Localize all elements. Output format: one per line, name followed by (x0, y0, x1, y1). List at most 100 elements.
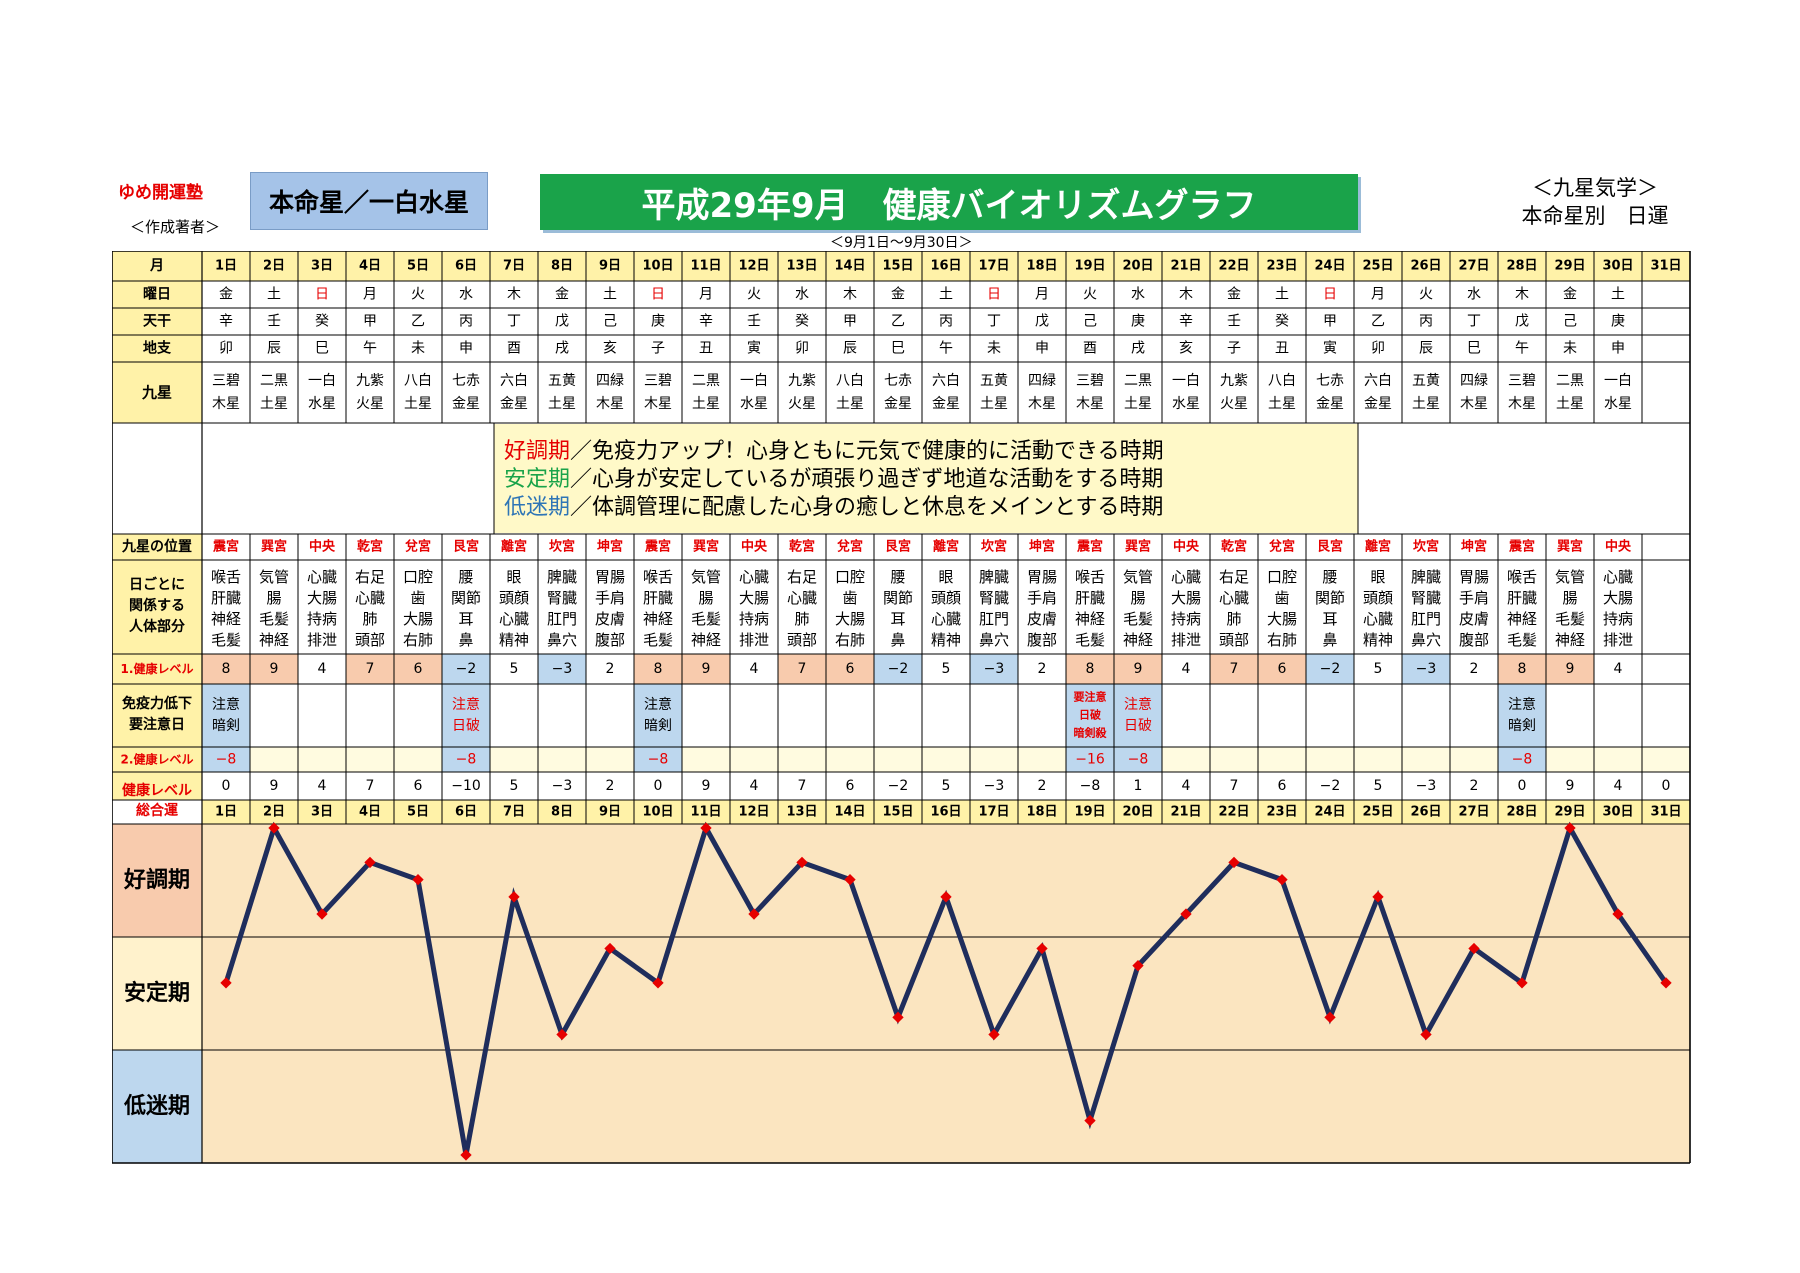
kyusei-cell: 木星 (596, 396, 624, 412)
body-part-cell: 鼻 (890, 631, 905, 649)
kan-cell: 丁 (507, 314, 521, 330)
kyusei-cell: 二黒 (1556, 373, 1584, 389)
data-point (1276, 873, 1288, 886)
row-label-bg (112, 362, 202, 423)
position-cell: 乾宮 (1221, 539, 1247, 555)
total-value: 0 (1518, 778, 1527, 794)
level2-cell-bg (442, 747, 490, 772)
day-footer-bg (202, 800, 1690, 824)
row-label-bg (112, 308, 202, 335)
position-cell: 震宮 (1508, 539, 1535, 555)
kyusei-cell: 水星 (308, 396, 336, 412)
body-part-cell: 右足 (787, 568, 817, 586)
body-part-cell: 右足 (1219, 568, 1249, 586)
body-part-cell: 腰 (1322, 568, 1337, 586)
position-cell: 離宮 (933, 539, 959, 555)
day-footer: 29日 (1554, 805, 1585, 820)
level1-cell-bg (250, 654, 298, 684)
shi-cell: 丑 (1275, 341, 1289, 357)
weekday-cell: 木 (1515, 287, 1529, 303)
shi-cell: 寅 (1323, 340, 1337, 357)
kyusei-cell: 六白 (500, 373, 528, 389)
weekday-cell: 土 (267, 287, 281, 303)
body-part-cell: 腸 (698, 589, 713, 607)
weekday-cell: 水 (795, 287, 809, 303)
level1-value: −2 (1320, 661, 1341, 677)
level1-cell-bg (826, 654, 874, 684)
day-footer: 7日 (503, 805, 525, 820)
level1-cell-bg (538, 654, 586, 684)
kyusei-cell: 木星 (1028, 396, 1056, 412)
shi-cell: 午 (939, 341, 953, 357)
total-value: 7 (1230, 778, 1239, 794)
body-part-cell: 神経 (1123, 631, 1153, 649)
level1-value: 8 (1518, 661, 1527, 677)
data-point (556, 1028, 568, 1041)
body-part-cell: 大腸 (403, 610, 433, 628)
body-part-cell: 気管 (1123, 568, 1153, 586)
position-cell: 中央 (309, 539, 336, 555)
kyusei-cell: 三碧 (212, 373, 240, 389)
day-header: 3日 (311, 259, 333, 274)
day-footer: 9日 (599, 805, 621, 820)
day-header: 8日 (551, 259, 573, 274)
weekday-cell: 月 (699, 287, 713, 303)
body-part-cell: 頭部 (787, 631, 817, 649)
legend-text: ／免疫力アップ！心身ともに元気で健康的に活動できる時期 (570, 439, 1164, 464)
body-part-cell: 心臓 (1171, 568, 1201, 586)
kan-cell: 丙 (459, 314, 473, 330)
data-point (364, 856, 376, 869)
kyusei-cell: 二黒 (1124, 373, 1152, 389)
body-part-cell: 心臓 (931, 610, 961, 628)
row-label-kan: 天干 (143, 314, 171, 330)
body-part-cell: 大腸 (835, 610, 865, 628)
weekday-cell: 金 (1563, 287, 1577, 303)
level1-cell-bg (1546, 654, 1594, 684)
immune-note: 注意 (212, 696, 240, 713)
kyusei-cell: 八白 (1268, 373, 1296, 389)
shi-cell: 子 (1227, 341, 1241, 357)
body-part-cell: 脾臓 (979, 568, 1009, 586)
row-label-body: 関係する (129, 597, 185, 614)
position-cell: 震宮 (1076, 539, 1103, 555)
day-header: 29日 (1554, 259, 1585, 274)
body-part-cell: 毛髪 (211, 631, 241, 649)
body-part-cell: 歯 (842, 589, 857, 607)
kyusei-cell: 四緑 (1028, 373, 1056, 389)
kyusei-cell: 金星 (500, 396, 528, 412)
data-point (700, 822, 712, 834)
total-value: 5 (510, 778, 519, 794)
shi-cell: 戌 (555, 341, 569, 357)
body-part-cell: 歯 (1274, 589, 1289, 607)
row-label-body: 人体部分 (129, 618, 185, 635)
shi-cell: 巳 (1467, 341, 1481, 357)
total-value: 4 (750, 778, 759, 794)
kan-cell: 壬 (1227, 314, 1241, 330)
legend-head: 安定期 (504, 467, 570, 492)
kan-cell: 丁 (987, 314, 1001, 330)
total-value: 0 (222, 778, 231, 794)
kan-cell: 癸 (795, 314, 809, 330)
data-point (892, 1011, 904, 1023)
kyusei-cell: 土星 (692, 396, 720, 412)
weekday-cell: 木 (1179, 287, 1193, 303)
shi-cell: 辰 (1419, 341, 1433, 357)
legend-bg (494, 424, 1358, 533)
kan-cell: 丙 (1419, 314, 1433, 330)
shi-cell: 亥 (603, 341, 617, 357)
data-point (1468, 942, 1480, 955)
legend-border (493, 422, 1359, 535)
kan-cell: 甲 (843, 314, 857, 330)
day-footer: 18日 (1026, 805, 1057, 820)
immune-cell-bg (634, 684, 682, 747)
body-part-cell: 口腔 (835, 568, 865, 586)
body-part-cell: 精神 (1363, 631, 1393, 649)
kyusei-cell: 土星 (836, 396, 864, 412)
kyusei-cell: 四緑 (596, 373, 624, 389)
position-cell: 乾宮 (789, 539, 815, 555)
level1-value: 4 (318, 661, 327, 677)
data-point (1420, 1028, 1432, 1041)
kyusei-cell: 金星 (452, 396, 480, 412)
body-part-cell: 排泄 (739, 631, 769, 649)
level1-value: 2 (1470, 661, 1479, 677)
